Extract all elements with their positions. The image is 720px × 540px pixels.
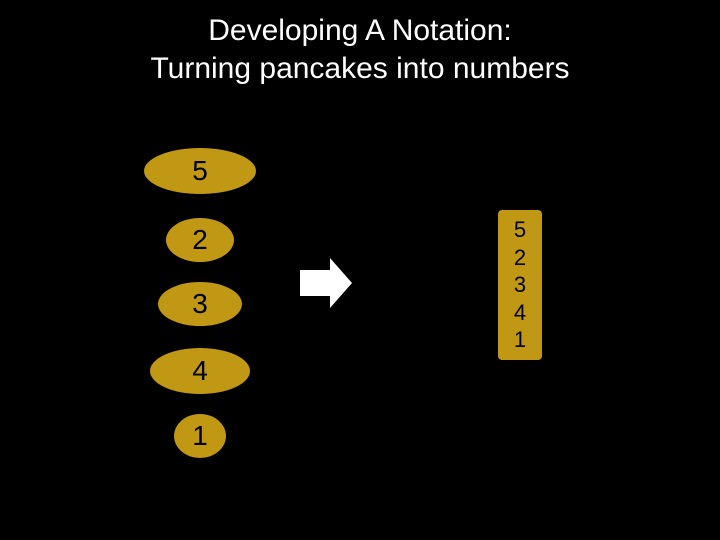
number-list-item: 3	[510, 271, 530, 299]
pancake-3: 4	[150, 348, 250, 394]
arrow-icon	[300, 258, 355, 308]
pancake-4: 1	[174, 414, 226, 458]
pancake-2: 3	[158, 282, 242, 326]
pancake-3-label: 4	[192, 355, 208, 387]
pancake-4-label: 1	[192, 420, 208, 452]
slide-title: Developing A Notation: Turning pancakes …	[0, 12, 720, 87]
title-line-2: Turning pancakes into numbers	[0, 50, 720, 88]
pancake-1: 2	[166, 218, 234, 262]
arrow-shaft	[300, 270, 330, 296]
number-list-item: 4	[510, 299, 530, 327]
pancake-0-label: 5	[192, 155, 208, 187]
title-line-1: Developing A Notation:	[0, 12, 720, 50]
pancake-0: 5	[144, 148, 256, 194]
pancake-1-label: 2	[192, 224, 208, 256]
pancake-2-label: 3	[192, 288, 208, 320]
number-list-item: 1	[510, 326, 530, 354]
number-list-box: 5 2 3 4 1	[498, 210, 542, 360]
number-list-item: 5	[510, 216, 530, 244]
number-list-item: 2	[510, 244, 530, 272]
arrow-head	[330, 258, 355, 308]
